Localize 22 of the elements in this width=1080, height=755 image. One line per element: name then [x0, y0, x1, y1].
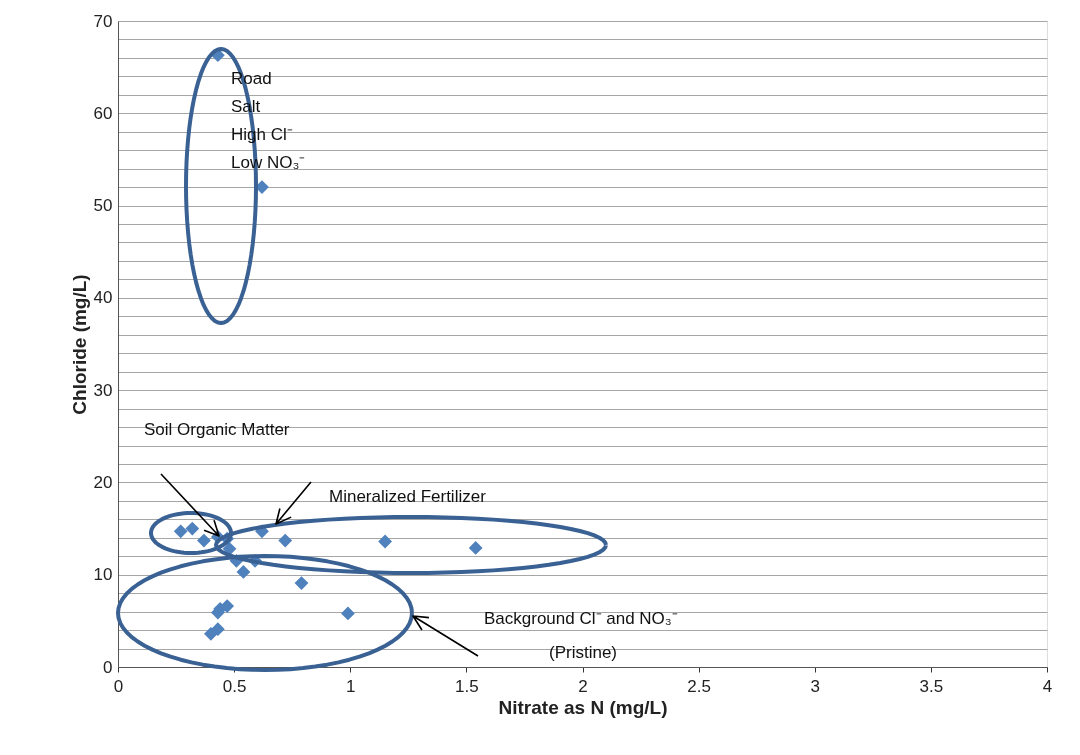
x-axis-title: Nitrate as N (mg/L): [498, 696, 668, 718]
y-axis-title: Chloride (mg/L): [68, 274, 90, 415]
x-tick-label: 1.5: [455, 676, 479, 696]
y-tick-label: 20: [93, 472, 113, 492]
annotation: Background Cl⁻ and NO₃⁻: [484, 609, 678, 628]
annotation: (Pristine): [549, 643, 618, 662]
x-tick-label: 3.5: [919, 676, 944, 696]
annotation: Soil Organic Matter: [144, 420, 290, 439]
x-tick-label: 4: [1042, 676, 1053, 696]
x-tick-label: 0.5: [222, 676, 247, 696]
y-tick-label: 70: [93, 11, 113, 31]
y-tick-label: 60: [93, 103, 113, 123]
x-tick-label: 1: [346, 676, 356, 696]
y-tick-label: 30: [93, 380, 113, 400]
y-tick-label: 50: [93, 196, 113, 216]
x-tick-label: 2.5: [687, 676, 711, 696]
annotation: Mineralized Fertilizer: [329, 487, 487, 506]
y-tick-label: 0: [103, 657, 113, 677]
x-tick-label: 3: [810, 676, 820, 696]
y-tick-label: 40: [93, 288, 113, 308]
y-tick-label: 10: [93, 565, 113, 585]
x-tick-label: 2: [578, 676, 588, 696]
